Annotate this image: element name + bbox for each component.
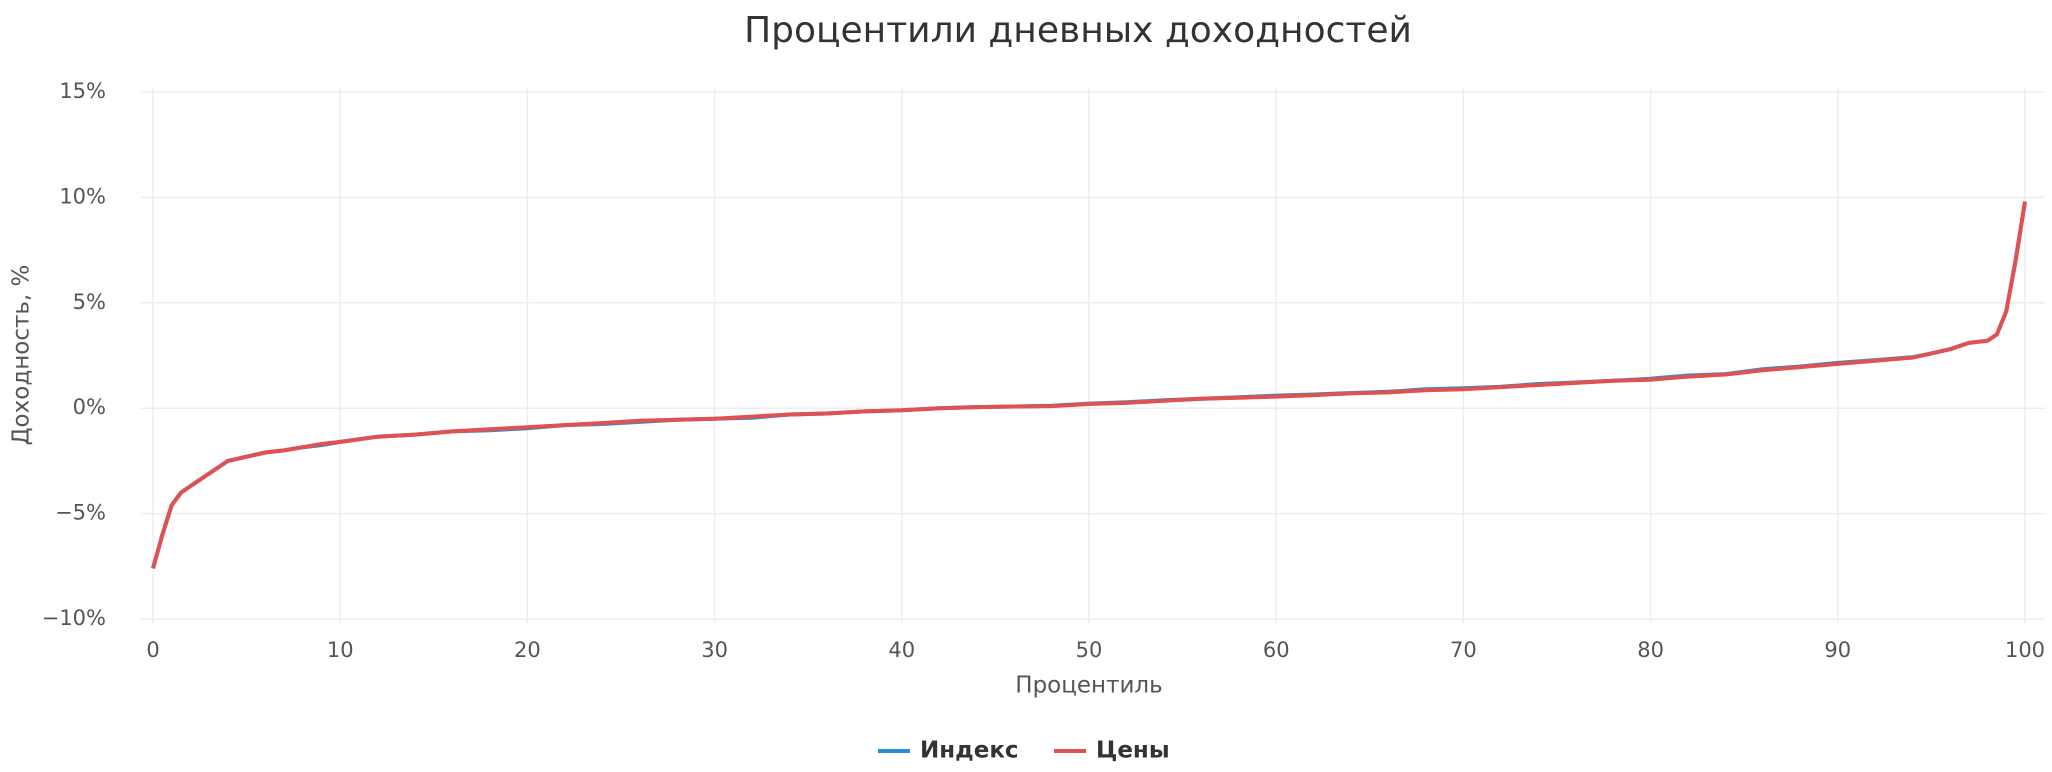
y-tick-label: 0% (73, 395, 106, 419)
y-tick-label: −5% (55, 501, 106, 525)
legend-label: Цены (1096, 738, 1170, 764)
x-tick-label: 50 (1076, 638, 1103, 662)
x-tick-label: 30 (701, 638, 728, 662)
x-tick-label: 20 (514, 638, 541, 662)
x-tick-label: 80 (1637, 638, 1664, 662)
x-tick-label: 60 (1263, 638, 1290, 662)
x-tick-label: 40 (888, 638, 915, 662)
y-tick-label: 15% (59, 79, 106, 103)
x-tick-label: 10 (327, 638, 354, 662)
y-tick-label: 5% (73, 290, 106, 314)
x-tick-label: 90 (1824, 638, 1851, 662)
y-tick-label: 10% (59, 184, 106, 208)
series-line (151, 201, 2027, 569)
y-axis-label: Доходность, % (9, 265, 35, 446)
x-axis-label: Процентиль (1015, 673, 1162, 699)
legend-label: Индекс (920, 738, 1019, 764)
x-tick-label: 70 (1450, 638, 1477, 662)
x-tick-label: 0 (146, 638, 159, 662)
y-tick-label: −10% (42, 606, 106, 630)
x-tick-label: 100 (2005, 638, 2045, 662)
chart-title: Процентили дневных доходностей (744, 10, 1412, 51)
